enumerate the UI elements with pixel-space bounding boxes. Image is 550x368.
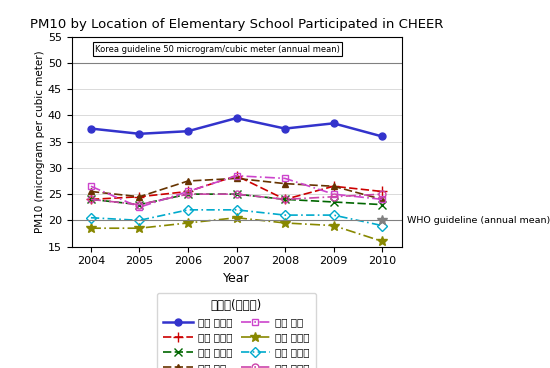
광주 서구 [136,195,143,199]
전남 영암군 [330,195,337,199]
부산 사하구 [136,195,143,199]
전남 여수시 [136,218,143,223]
광주 서구 [185,179,191,183]
서울 노원구 [379,134,386,139]
Line: 광주 남구: 광주 남구 [87,172,386,211]
Line: 전남 영암군: 전남 영암군 [87,191,386,208]
부산 사상구 [136,202,143,207]
전남 영암군 [379,192,386,197]
Legend: 서울 노원구, 부산 사하구, 부산 사상구, 광주 서구, 광주 남구, 전북 정읍시, 전남 여수시, 전남 영암군: 서울 노원구, 부산 사하구, 부산 사상구, 광주 서구, 광주 남구, 전북… [157,293,316,368]
Line: 전북 정읍시: 전북 정읍시 [86,213,387,246]
광주 서구 [379,197,386,202]
부산 사상구 [379,202,386,207]
전남 영암군 [87,197,94,202]
전북 정읍시 [379,239,386,244]
전남 여수시 [379,223,386,228]
Line: 광주 서구: 광주 서구 [87,175,386,203]
부산 사하구 [330,184,337,188]
전남 여수시 [185,208,191,212]
서울 노원구 [330,121,337,125]
전북 정읍시 [136,226,143,230]
Title: PM10 by Location of Elementary School Participated in CHEER: PM10 by Location of Elementary School Pa… [30,18,443,32]
광주 남구 [233,174,240,178]
광주 서구 [233,176,240,181]
전북 정읍시 [330,223,337,228]
전북 정읍시 [87,226,94,230]
광주 남구 [330,192,337,197]
전남 영암군 [282,197,288,202]
Line: 부산 사하구: 부산 사하구 [86,171,387,204]
전남 영암군 [233,192,240,197]
광주 남구 [282,176,288,181]
부산 사상구 [233,192,240,197]
부산 사상구 [330,200,337,204]
전북 정읍시 [282,221,288,225]
부산 사상구 [87,197,94,202]
Line: 서울 노원구: 서울 노원구 [87,114,386,140]
서울 노원구 [185,129,191,134]
Text: WHO guideline (annual mean): WHO guideline (annual mean) [407,216,550,225]
광주 남구 [87,184,94,188]
부산 사상구 [185,192,191,197]
전남 영암군 [136,202,143,207]
Y-axis label: PM10 (microgram per cubic meter): PM10 (microgram per cubic meter) [35,50,45,233]
전남 여수시 [233,208,240,212]
광주 서구 [282,181,288,186]
부산 사하구 [379,189,386,194]
전남 여수시 [330,213,337,217]
전남 영암군 [185,192,191,197]
전남 여수시 [87,216,94,220]
서울 노원구 [233,116,240,120]
광주 서구 [330,184,337,188]
서울 노원구 [87,126,94,131]
부산 사하구 [87,197,94,202]
광주 남구 [185,189,191,194]
전북 정읍시 [233,216,240,220]
서울 노원구 [282,126,288,131]
부산 사하구 [185,189,191,194]
부산 사하구 [282,197,288,202]
부산 사하구 [233,174,240,178]
Text: Korea guideline 50 microgram/cubic meter (annual mean): Korea guideline 50 microgram/cubic meter… [95,45,340,54]
광주 서구 [87,189,94,194]
부산 사상구 [282,197,288,202]
X-axis label: Year: Year [223,272,250,285]
광주 남구 [136,205,143,209]
전북 정읍시 [185,221,191,225]
Line: 전남 여수시: 전남 여수시 [87,206,386,229]
서울 노원구 [136,132,143,136]
광주 남구 [379,197,386,202]
전남 여수시 [282,213,288,217]
Line: 부산 사상구: 부산 사상구 [87,190,386,209]
